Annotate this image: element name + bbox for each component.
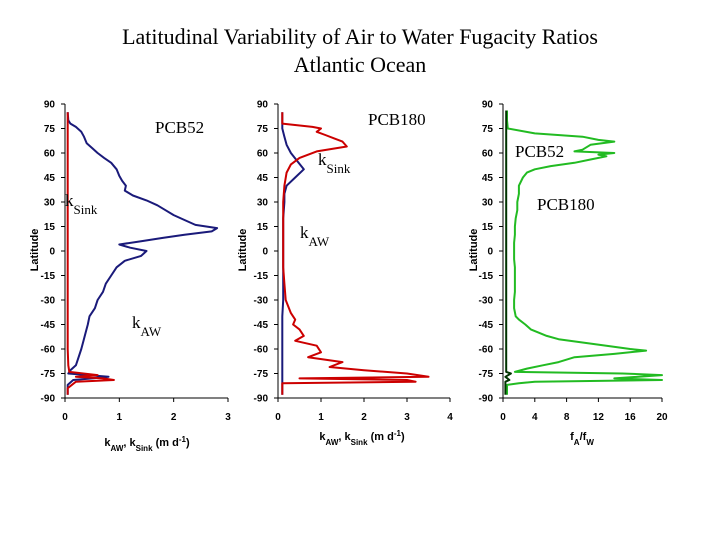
left-annotation: kSink (65, 191, 98, 217)
left-series-line-0 (66, 112, 219, 395)
middle-x-tick-label: 4 (447, 412, 453, 423)
left-y-tick-label: 0 (49, 247, 55, 258)
left-y-tick-label: -45 (41, 320, 56, 331)
middle-y-tick-label: -15 (254, 271, 269, 282)
middle-series-line-0 (281, 112, 305, 395)
middle-x-tick-label: 2 (361, 412, 367, 423)
middle-y-tick-label: 30 (257, 198, 269, 209)
left-x-axis-label: kAW, kSink (m d-1) (104, 435, 190, 453)
right-x-tick-label: 12 (593, 412, 605, 423)
left-annotation: PCB52 (155, 118, 204, 137)
right-y-tick-label: 0 (487, 247, 493, 258)
left-y-tick-label: 90 (44, 100, 56, 111)
left-y-tick-label: -30 (41, 296, 56, 307)
left-y-tick-label: 30 (44, 198, 56, 209)
left-y-tick-label: 45 (44, 173, 56, 184)
left-annotation: kAW (132, 313, 162, 339)
middle-y-axis-label: Latitude (237, 229, 249, 272)
left-x-tick-label: 1 (117, 412, 123, 423)
right-y-tick-label: 60 (482, 149, 494, 160)
right-y-tick-label: -45 (479, 320, 494, 331)
right-y-tick-label: -30 (479, 296, 494, 307)
right-annotation: PCB180 (537, 195, 595, 214)
middle-y-tick-label: -90 (254, 394, 269, 405)
right-y-tick-label: -15 (479, 271, 494, 282)
left-x-tick-label: 2 (171, 412, 177, 423)
middle-x-axis-label: kAW, kSink (m d-1) (319, 429, 405, 447)
middle-y-tick-label: 15 (257, 222, 269, 233)
left-y-tick-label: 15 (44, 222, 56, 233)
left-x-tick-label: 3 (225, 412, 231, 423)
chart-title-line1: Latitudinal Variability of Air to Water … (122, 24, 598, 49)
middle-annotation: kSink (318, 150, 351, 176)
middle-y-tick-label: 90 (257, 100, 269, 111)
right-y-tick-label: 45 (482, 173, 494, 184)
chart-title-line2: Atlantic Ocean (293, 52, 427, 77)
left-y-tick-label: -90 (41, 394, 56, 405)
middle-y-tick-label: -75 (254, 369, 269, 380)
right-x-tick-label: 16 (625, 412, 637, 423)
left-y-tick-label: 60 (44, 149, 56, 160)
right-x-tick-label: 8 (564, 412, 570, 423)
middle-x-tick-label: 3 (404, 412, 410, 423)
middle-annotation: PCB180 (368, 110, 426, 129)
middle-x-tick-label: 0 (275, 412, 281, 423)
left-y-axis-label: Latitude (29, 229, 41, 272)
right-annotation: PCB52 (515, 142, 564, 161)
middle-y-tick-label: 0 (262, 247, 268, 258)
middle-y-tick-label: -30 (254, 296, 269, 307)
right-x-tick-label: 4 (532, 412, 538, 423)
right-x-axis-label: fA/fW (570, 431, 594, 447)
middle-y-tick-label: 45 (257, 173, 269, 184)
right-y-tick-label: -75 (479, 369, 494, 380)
right-y-tick-label: -60 (479, 345, 494, 356)
right-x-tick-label: 0 (500, 412, 506, 423)
right-y-tick-label: 90 (482, 100, 494, 111)
middle-x-tick-label: 1 (318, 412, 324, 423)
middle-y-tick-label: -60 (254, 345, 269, 356)
right-y-axis-label: Latitude (468, 229, 480, 272)
right-x-tick-label: 20 (656, 412, 668, 423)
middle-series-line-1 (281, 112, 430, 395)
middle-y-tick-label: -45 (254, 320, 269, 331)
middle-y-tick-label: 75 (257, 124, 269, 135)
right-y-tick-label: 30 (482, 198, 494, 209)
left-x-tick-label: 0 (62, 412, 68, 423)
right-series-line-1 (504, 110, 512, 395)
left-series-line-1 (66, 112, 115, 395)
middle-annotation: kAW (300, 223, 330, 249)
left-y-tick-label: 75 (44, 124, 56, 135)
right-y-tick-label: 75 (482, 124, 494, 135)
middle-y-tick-label: 60 (257, 149, 269, 160)
right-y-tick-label: -90 (479, 394, 494, 405)
left-y-tick-label: -60 (41, 345, 56, 356)
left-y-tick-label: -15 (41, 271, 56, 282)
left-y-tick-label: -75 (41, 369, 56, 380)
right-series-line-0 (506, 110, 663, 395)
right-y-tick-label: 15 (482, 222, 494, 233)
